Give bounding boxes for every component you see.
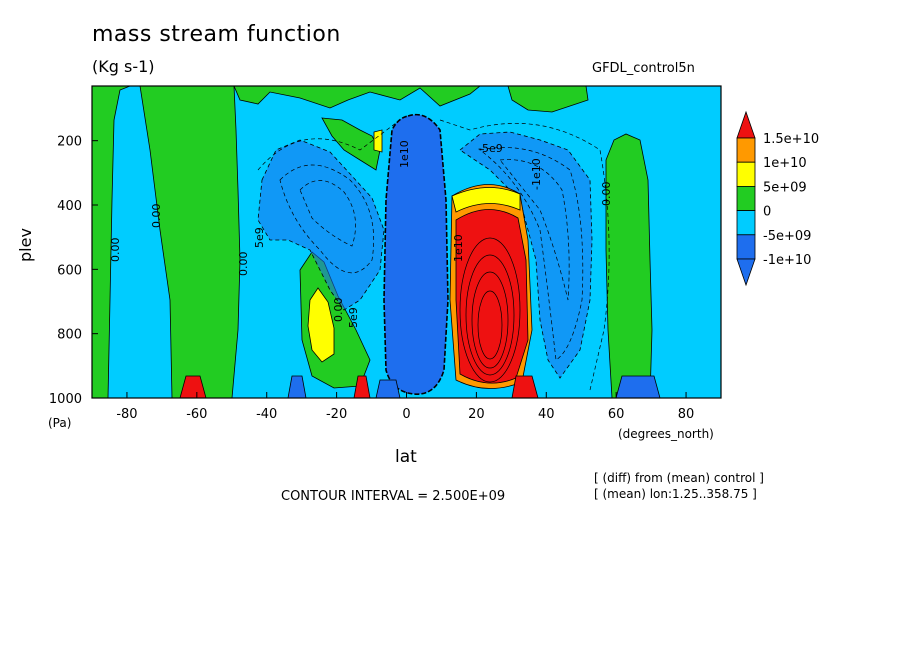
region-pos-yellow-edge xyxy=(451,187,521,213)
contour-label: 0.00 xyxy=(109,238,122,263)
colorbar-label: 1e+10 xyxy=(763,156,807,171)
colorbar-swatch xyxy=(736,137,756,163)
colorbar-label: -5e+09 xyxy=(763,229,811,244)
y-tick-label: 200 xyxy=(57,135,82,150)
note-diff: [ (diff) from (mean) control ] xyxy=(594,471,764,485)
contour-label: 5e9 xyxy=(347,307,360,328)
pos-cell-contours xyxy=(459,237,521,383)
chart-units: (Kg s-1) xyxy=(92,57,155,76)
surface-red-1 xyxy=(179,375,207,398)
y-axis-units: (Pa) xyxy=(48,416,72,430)
colorbar-swatch xyxy=(736,210,756,236)
contour-label: -5e9 xyxy=(478,142,503,155)
colorbar-label: 0 xyxy=(763,205,771,220)
colorbar: 1.5e+10 1e+10 5e+09 0 -5e+09 -1e+10 xyxy=(736,110,819,287)
x-tick-label: -60 xyxy=(186,407,207,422)
surface-blue-3 xyxy=(615,375,661,398)
contour-label: 5e9 xyxy=(253,227,266,248)
colorbar-label: 1.5e+10 xyxy=(763,132,819,147)
colorbar-label: -1e+10 xyxy=(763,253,811,268)
colorbar-label: 5e+09 xyxy=(763,180,807,195)
region-yellow-top xyxy=(373,129,383,153)
region-neg-core xyxy=(383,113,449,395)
chart-title: mass stream function xyxy=(92,22,341,47)
y-tick-label: 400 xyxy=(57,199,82,214)
x-tick-label: 60 xyxy=(608,407,625,422)
x-tick-label: 80 xyxy=(678,407,695,422)
dataset-label: GFDL_control5n xyxy=(592,61,695,76)
contour-label: 0.00 xyxy=(150,204,163,229)
contour-label: 1e10 xyxy=(398,140,411,168)
region-yellow-sh xyxy=(307,287,335,363)
x-ticks: -80 -60 -40 -20 0 20 40 60 80 xyxy=(116,392,694,422)
x-tick-label: 0 xyxy=(402,407,410,422)
colorbar-swatch xyxy=(736,161,756,187)
x-tick-label: 40 xyxy=(538,407,555,422)
contour-field xyxy=(92,86,721,398)
x-tick-label: -20 xyxy=(326,407,347,422)
x-tick-label: -40 xyxy=(256,407,277,422)
note-mean: [ (mean) lon:1.25..358.75 ] xyxy=(594,487,757,501)
y-tick-label: 1000 xyxy=(49,392,82,407)
region-zero-right xyxy=(605,133,653,398)
surface-red-3 xyxy=(511,375,539,398)
region-zero-top-left xyxy=(233,86,481,109)
surface-red-2 xyxy=(353,375,371,398)
region-neg-sh-cell xyxy=(257,139,385,311)
colorbar-bottom-arrow xyxy=(736,258,756,287)
region-zero-top-right xyxy=(507,86,589,113)
region-neg-nh-cell xyxy=(459,131,593,379)
neg-cell-contours xyxy=(257,119,610,391)
surface-blue-1 xyxy=(287,375,307,398)
contour-labels: 0.00 0.00 0.00 0.00 0.00 5e9 5e9 -5e9 1e… xyxy=(109,140,613,328)
y-tick-label: 800 xyxy=(57,328,82,343)
y-ticks: 200 400 600 800 1000 xyxy=(49,135,98,407)
y-tick-label: 600 xyxy=(57,263,82,278)
surface-blue-2 xyxy=(375,379,401,398)
region-pos-red xyxy=(455,209,529,384)
x-axis-units: (degrees_north) xyxy=(618,427,714,441)
contour-label: -1e10 xyxy=(530,158,543,190)
region-zero-sh-polar xyxy=(92,86,131,398)
colorbar-swatch xyxy=(736,234,756,260)
contour-interval: CONTOUR INTERVAL = 2.500E+09 xyxy=(281,489,506,504)
colorbar-swatch xyxy=(736,185,756,211)
contour-label: 1e10 xyxy=(452,234,465,262)
region-zero-top-mid xyxy=(321,117,381,171)
contour-label: 0.00 xyxy=(332,298,345,323)
x-axis-label: lat xyxy=(395,447,417,467)
contour-label: 0.00 xyxy=(600,182,613,207)
x-tick-label: 20 xyxy=(468,407,485,422)
colorbar-top-arrow xyxy=(736,110,756,139)
x-tick-label: -80 xyxy=(116,407,137,422)
contour-label: 0.00 xyxy=(237,252,250,277)
region-zero-sh-midlat xyxy=(139,86,241,398)
